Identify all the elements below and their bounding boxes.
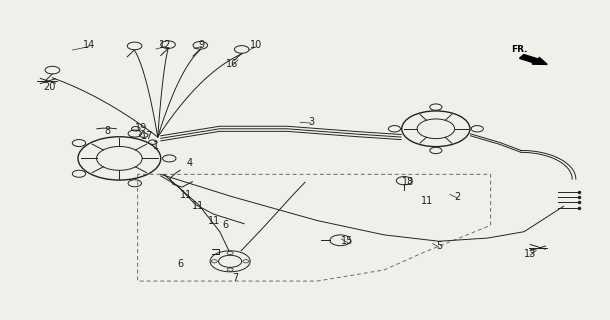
Text: 1: 1 (153, 141, 159, 151)
FancyArrow shape (520, 54, 547, 64)
Text: 11: 11 (180, 190, 192, 200)
Text: 4: 4 (186, 158, 192, 168)
Text: 2: 2 (454, 192, 461, 202)
Text: 6: 6 (177, 259, 183, 268)
Text: 10: 10 (250, 40, 262, 50)
Text: 17: 17 (140, 131, 153, 141)
Text: 8: 8 (104, 126, 110, 136)
Text: 7: 7 (232, 273, 238, 283)
Text: 13: 13 (524, 249, 536, 259)
Text: 11: 11 (192, 201, 204, 211)
Text: 15: 15 (342, 236, 354, 246)
Text: 16: 16 (226, 60, 238, 69)
Text: 9: 9 (198, 40, 204, 50)
Text: 14: 14 (83, 40, 95, 50)
Text: 3: 3 (308, 117, 314, 127)
Text: 19: 19 (135, 123, 147, 133)
Text: 20: 20 (43, 82, 56, 92)
Text: 6: 6 (223, 220, 229, 230)
Text: 11: 11 (421, 196, 433, 206)
Text: 11: 11 (207, 216, 220, 226)
Text: 18: 18 (403, 177, 415, 187)
Text: 5: 5 (436, 241, 442, 251)
Text: 12: 12 (159, 40, 171, 50)
Text: FR.: FR. (511, 45, 527, 54)
